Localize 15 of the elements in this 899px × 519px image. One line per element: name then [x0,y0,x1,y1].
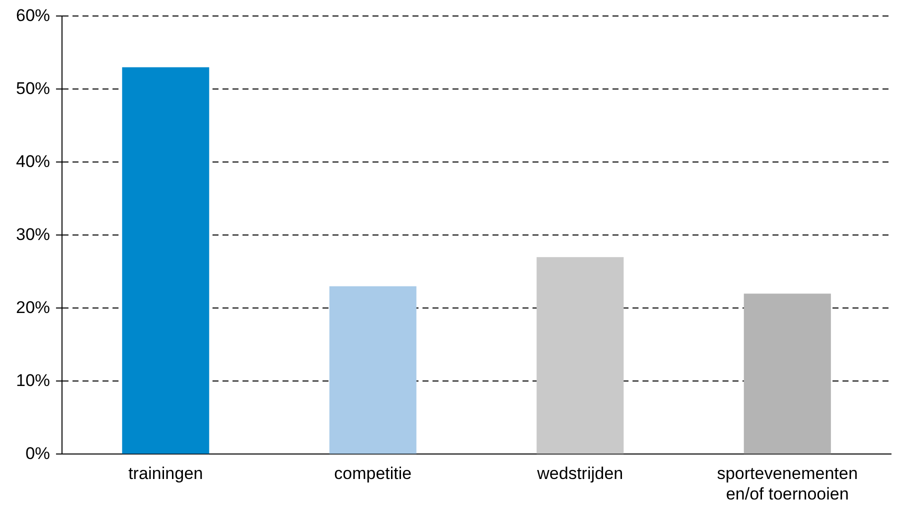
x-tick-label: trainingen [128,464,203,484]
x-tick-label: competitie [334,464,412,484]
y-tick-label: 0% [25,444,50,463]
bar [329,286,416,454]
x-tick-label: sportevenementen en/of toernooien [716,464,858,504]
bar [744,294,831,454]
y-tick-label: 30% [16,224,50,244]
bar [122,67,210,454]
bar [536,257,624,454]
y-tick-label: 20% [16,298,50,317]
x-tick-label: wedstrijden [536,464,624,484]
y-tick-label: 40% [16,152,50,171]
y-tick-label: 60% [16,6,50,25]
y-tick-label: 10% [16,370,50,390]
y-tick-label: 50% [16,78,50,98]
